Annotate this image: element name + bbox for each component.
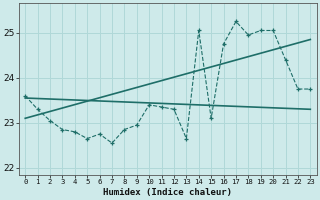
X-axis label: Humidex (Indice chaleur): Humidex (Indice chaleur) — [103, 188, 232, 197]
